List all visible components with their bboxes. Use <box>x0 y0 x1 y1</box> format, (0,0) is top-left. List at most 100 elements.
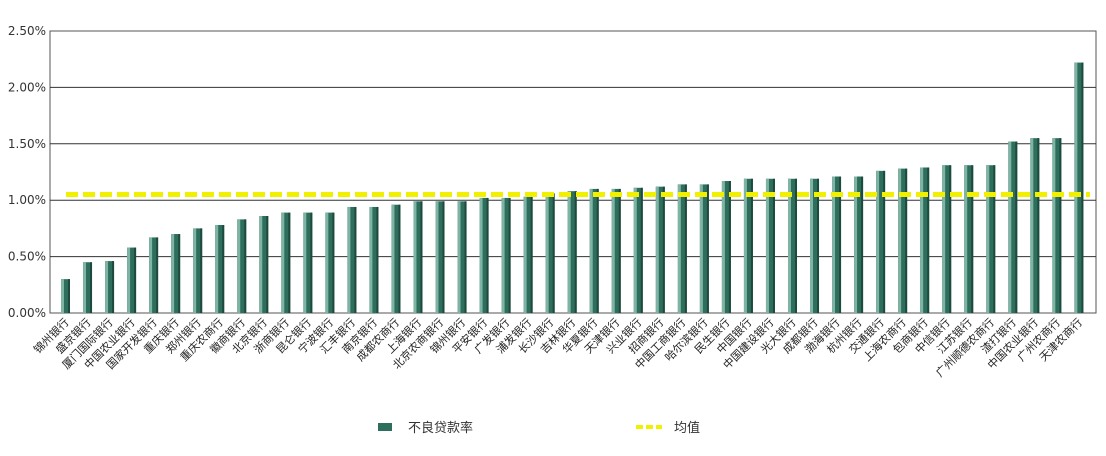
bar <box>369 206 379 313</box>
bar-body <box>281 212 291 313</box>
bar-shade <box>684 184 687 313</box>
bar-highlight <box>743 178 747 313</box>
bar-shade <box>508 197 511 313</box>
bar-highlight <box>281 212 285 313</box>
bar-body <box>1030 138 1040 313</box>
bar-shade <box>156 237 159 313</box>
bar <box>501 197 511 313</box>
bar-body <box>171 234 181 313</box>
bar <box>721 181 731 313</box>
bar <box>986 165 996 313</box>
bar-highlight <box>1052 138 1056 313</box>
bar-body <box>611 188 621 313</box>
bar-body <box>303 212 313 313</box>
bar-body <box>391 204 401 313</box>
bar-highlight <box>964 165 968 313</box>
bar <box>83 262 93 313</box>
bar-highlight <box>832 176 836 313</box>
bar-shade <box>530 196 533 313</box>
bar <box>1008 141 1018 313</box>
bar-shade <box>354 206 357 313</box>
bar-highlight <box>391 204 395 313</box>
bar-highlight <box>942 165 946 313</box>
bar <box>765 178 775 313</box>
bar <box>457 201 467 313</box>
bar-highlight <box>325 212 329 313</box>
bar-body <box>1052 138 1062 313</box>
legend-mean-label: 均值 <box>674 420 700 436</box>
bar-highlight <box>765 178 769 313</box>
bar <box>832 176 842 313</box>
bar-body <box>127 247 137 313</box>
bar-body <box>237 219 247 313</box>
bar-highlight <box>810 178 814 313</box>
bar-highlight <box>171 234 175 313</box>
bar-shade <box>905 168 908 313</box>
bars <box>61 62 1084 313</box>
bar <box>127 247 137 313</box>
bar-body <box>193 228 203 313</box>
bar <box>61 279 70 313</box>
y-tick-label: 2.00% <box>8 80 46 94</box>
bar-highlight <box>876 170 880 313</box>
bar-highlight <box>523 196 527 313</box>
bar <box>898 168 908 313</box>
bar-shade <box>464 201 467 313</box>
legend-bar-swatch <box>378 423 392 431</box>
bar <box>1052 138 1062 313</box>
bar-body <box>1008 141 1018 313</box>
bar <box>567 191 577 313</box>
y-tick-label: 2.50% <box>8 24 46 38</box>
bar-highlight <box>413 201 417 313</box>
y-tick-label: 0.00% <box>8 306 46 320</box>
bar-highlight <box>633 187 637 313</box>
bar <box>633 187 643 313</box>
bar-shade <box>750 178 753 313</box>
bar-shade <box>927 167 930 313</box>
bar-highlight <box>479 197 483 313</box>
bar-highlight <box>611 188 615 313</box>
bar <box>920 167 930 313</box>
bar-body <box>942 165 952 313</box>
bar <box>149 237 159 313</box>
bar <box>303 212 313 313</box>
bar-highlight <box>457 201 461 313</box>
bar-shade <box>1015 141 1018 313</box>
bar-body <box>787 178 797 313</box>
bar-highlight <box>545 193 549 313</box>
bar-body <box>810 178 820 313</box>
bar-body <box>589 188 599 313</box>
bar-shade <box>772 178 775 313</box>
bar-highlight <box>501 197 505 313</box>
bar-shade <box>552 193 555 313</box>
bar <box>523 196 533 313</box>
bar-highlight <box>1008 141 1012 313</box>
bar-body <box>677 184 687 313</box>
bar-body <box>369 206 379 313</box>
bar-shade <box>640 187 643 313</box>
bar-body <box>501 197 511 313</box>
bar-highlight <box>237 219 241 313</box>
bar <box>876 170 886 313</box>
bar-shade <box>442 201 445 313</box>
bar <box>325 212 335 313</box>
bar-body <box>655 186 665 313</box>
bar-highlight <box>303 212 307 313</box>
bar-shade <box>618 188 621 313</box>
bar-body <box>61 279 70 313</box>
bar-highlight <box>1074 62 1078 313</box>
bar-shade <box>728 181 731 313</box>
bar-highlight <box>854 176 858 313</box>
bar <box>589 188 599 313</box>
bar-highlight <box>677 184 681 313</box>
bar <box>1074 62 1084 313</box>
bar-shade <box>222 225 225 313</box>
bar-shade <box>794 178 797 313</box>
bar-highlight <box>369 206 373 313</box>
bar <box>964 165 974 313</box>
bar-shade <box>706 184 709 313</box>
bar-shade <box>398 204 401 313</box>
bar-shade <box>134 247 137 313</box>
bar-body <box>898 168 908 313</box>
bar-body <box>259 215 269 313</box>
